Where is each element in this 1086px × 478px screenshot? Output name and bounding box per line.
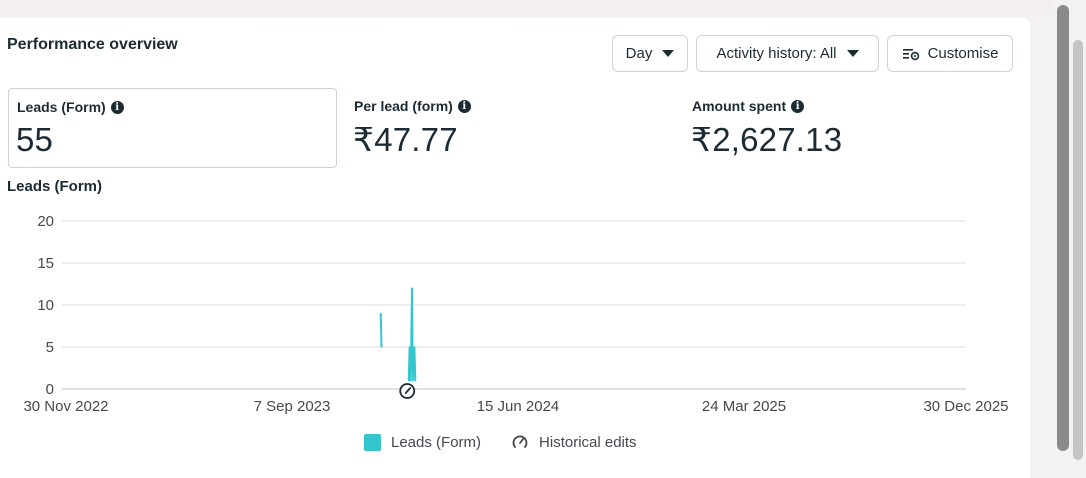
x-tick-label: 30 Nov 2022 — [23, 398, 108, 415]
y-tick-label: 20 — [37, 213, 54, 230]
legend-item-historical-edits[interactable]: Historical edits — [511, 433, 637, 451]
data-point — [408, 346, 411, 348]
series-line-leads-form — [379, 313, 383, 348]
activity-history-label: Activity history: All — [716, 45, 837, 62]
caret-down-icon — [846, 50, 859, 57]
caret-down-icon — [662, 50, 675, 57]
page-scrollbar[interactable] — [1057, 5, 1069, 451]
info-icon[interactable]: i — [457, 99, 471, 113]
secondary-scrollbar[interactable] — [1073, 40, 1083, 460]
data-point — [410, 346, 413, 348]
page-title: Performance overview — [7, 36, 178, 53]
metric-label: Amount spent — [692, 98, 787, 114]
metric-label: Per lead (form) — [354, 98, 453, 114]
data-point — [409, 379, 412, 382]
info-icon[interactable]: i — [791, 99, 805, 113]
historical-edit-marker[interactable] — [399, 383, 416, 399]
legend-label: Historical edits — [539, 433, 637, 451]
y-tick-label: 15 — [37, 255, 54, 272]
marker-needle — [404, 387, 412, 394]
legend-label: Leads (Form) — [391, 433, 482, 451]
y-tick-label: 10 — [37, 297, 54, 314]
series-line-leads-form — [407, 288, 417, 381]
x-tick-label: 15 Jun 2024 — [477, 398, 560, 415]
x-tick-label: 7 Sep 2023 — [254, 398, 331, 415]
leads-line-chart: 0 5 10 15 20 30 Nov 2022 7 Sep 2023 15 Jun 2024… — [23, 213, 1008, 415]
metric-label: Leads (Form) — [17, 99, 106, 115]
data-point — [379, 312, 382, 315]
data-point — [414, 379, 417, 382]
data-point — [413, 346, 416, 348]
customise-label: Customise — [927, 45, 999, 62]
x-tick-label: 24 Mar 2025 — [702, 398, 786, 415]
metric-per-lead[interactable]: Per lead (form) i ₹47.77 — [346, 88, 646, 168]
metric-value: 55 — [16, 121, 54, 158]
metric-leads-form[interactable]: Leads (Form) i 55 — [8, 88, 337, 168]
metric-value: ₹2,627.13 — [691, 121, 843, 158]
chart-legend: Leads (Form) Historical edits — [364, 433, 637, 451]
data-point — [408, 379, 410, 382]
chart-title: Leads (Form) — [7, 178, 103, 195]
y-tick-label: 0 — [46, 381, 54, 398]
legend-swatch — [364, 433, 381, 451]
metric-amount-spent[interactable]: Amount spent i ₹2,627.13 — [684, 88, 1004, 168]
data-point — [380, 346, 383, 348]
performance-card — [0, 18, 1030, 478]
x-tick-label: 30 Dec 2025 — [923, 398, 1008, 415]
metric-value: ₹47.77 — [353, 121, 458, 158]
y-tick-label: 5 — [46, 339, 54, 356]
activity-history-dropdown[interactable]: Activity history: All — [696, 35, 879, 72]
day-dropdown-label: Day — [625, 45, 653, 62]
gauge-icon — [512, 435, 528, 448]
data-point — [411, 287, 413, 289]
legend-item-leads[interactable]: Leads (Form) — [364, 433, 482, 451]
customise-button[interactable]: Customise — [887, 35, 1013, 72]
day-dropdown[interactable]: Day — [612, 35, 688, 72]
info-icon[interactable]: i — [110, 100, 124, 114]
customise-icon — [902, 48, 919, 60]
data-point — [412, 379, 414, 382]
